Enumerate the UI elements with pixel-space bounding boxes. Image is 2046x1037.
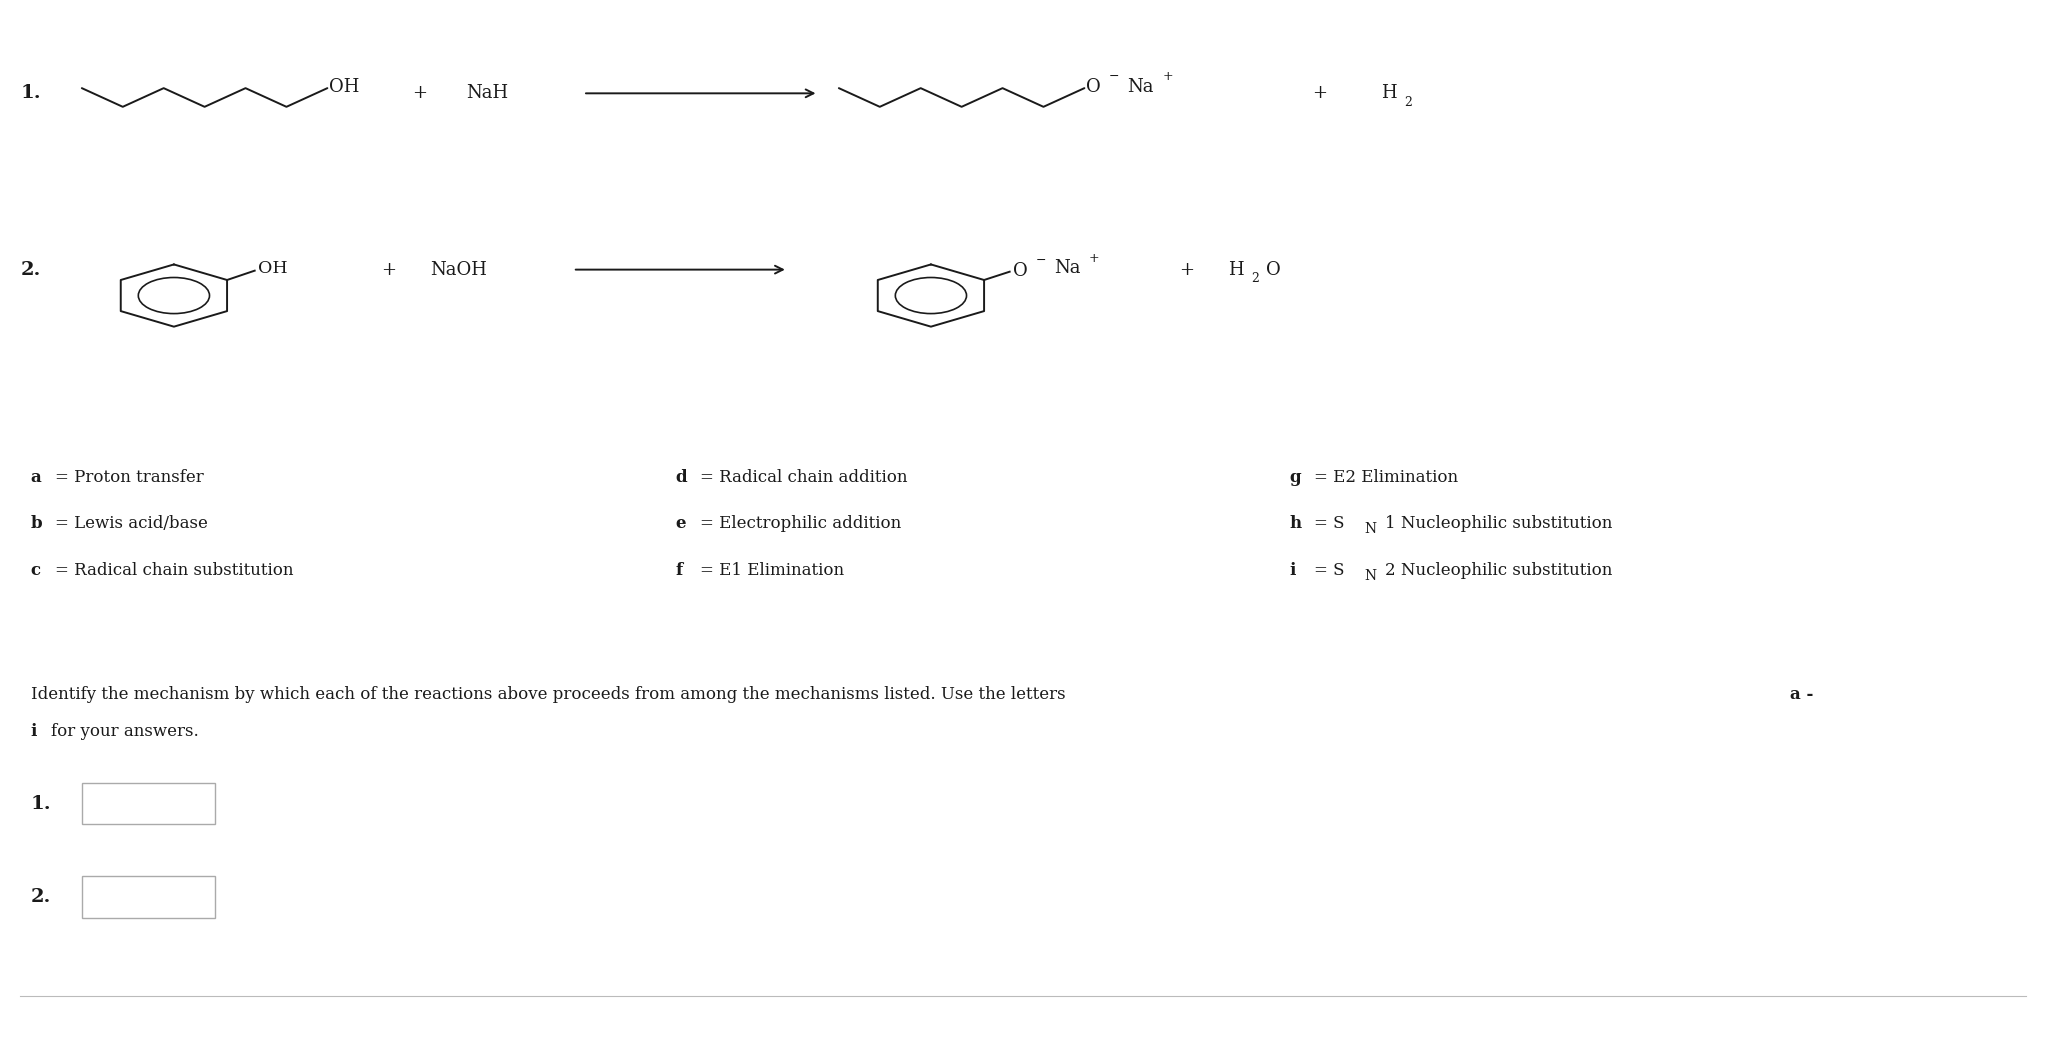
Text: e: e [675,515,685,532]
Text: Identify the mechanism by which each of the reactions above proceeds from among : Identify the mechanism by which each of … [31,686,1070,703]
Text: = Lewis acid/base: = Lewis acid/base [55,515,209,532]
Text: +: + [1311,84,1328,103]
Text: 1 Nucleophilic substitution: 1 Nucleophilic substitution [1385,515,1612,532]
Text: = E1 Elimination: = E1 Elimination [700,562,843,579]
Text: = Proton transfer: = Proton transfer [55,469,205,485]
Text: 2.: 2. [31,888,51,906]
Text: 2.: 2. [20,260,41,279]
Text: O: O [1266,260,1281,279]
Bar [82,876,215,918]
Text: +: + [381,260,397,279]
Text: −: − [1035,254,1046,267]
Text: 2: 2 [1406,96,1412,109]
Text: N: N [1365,523,1377,536]
Text: Na: Na [1127,78,1154,96]
Text: H: H [1228,260,1244,279]
Text: h: h [1289,515,1301,532]
Text: = S: = S [1314,562,1344,579]
Text: = Radical chain substitution: = Radical chain substitution [55,562,295,579]
Text: +: + [1162,71,1172,83]
Text: g: g [1289,469,1301,485]
Text: −: − [1109,71,1119,83]
Text: = Radical chain addition: = Radical chain addition [700,469,906,485]
Text: +: + [411,84,428,103]
Text: H: H [1381,84,1397,103]
Text: = S: = S [1314,515,1344,532]
Text: OH: OH [329,78,360,96]
Text: i: i [31,723,37,739]
Text: b: b [31,515,43,532]
Text: O: O [1086,78,1101,96]
Text: 1.: 1. [31,794,51,813]
Text: a -: a - [1790,686,1813,703]
Text: +: + [1088,252,1099,264]
Text: f: f [675,562,681,579]
Text: +: + [1178,260,1195,279]
Text: N: N [1365,569,1377,583]
Text: 2: 2 [1252,273,1258,285]
Text: 1.: 1. [20,84,41,103]
Text: Na: Na [1054,258,1080,277]
Text: d: d [675,469,687,485]
Text: a: a [31,469,41,485]
Text: NaOH: NaOH [430,260,487,279]
Text: O: O [1013,261,1027,280]
Text: i: i [1289,562,1295,579]
Text: for your answers.: for your answers. [51,723,198,739]
Text: = Electrophilic addition: = Electrophilic addition [700,515,900,532]
Text: = E2 Elimination: = E2 Elimination [1314,469,1457,485]
Text: c: c [31,562,41,579]
Text: NaH: NaH [466,84,509,103]
Text: 2 Nucleophilic substitution: 2 Nucleophilic substitution [1385,562,1612,579]
Bar [82,783,215,824]
Text: OH: OH [258,260,286,277]
